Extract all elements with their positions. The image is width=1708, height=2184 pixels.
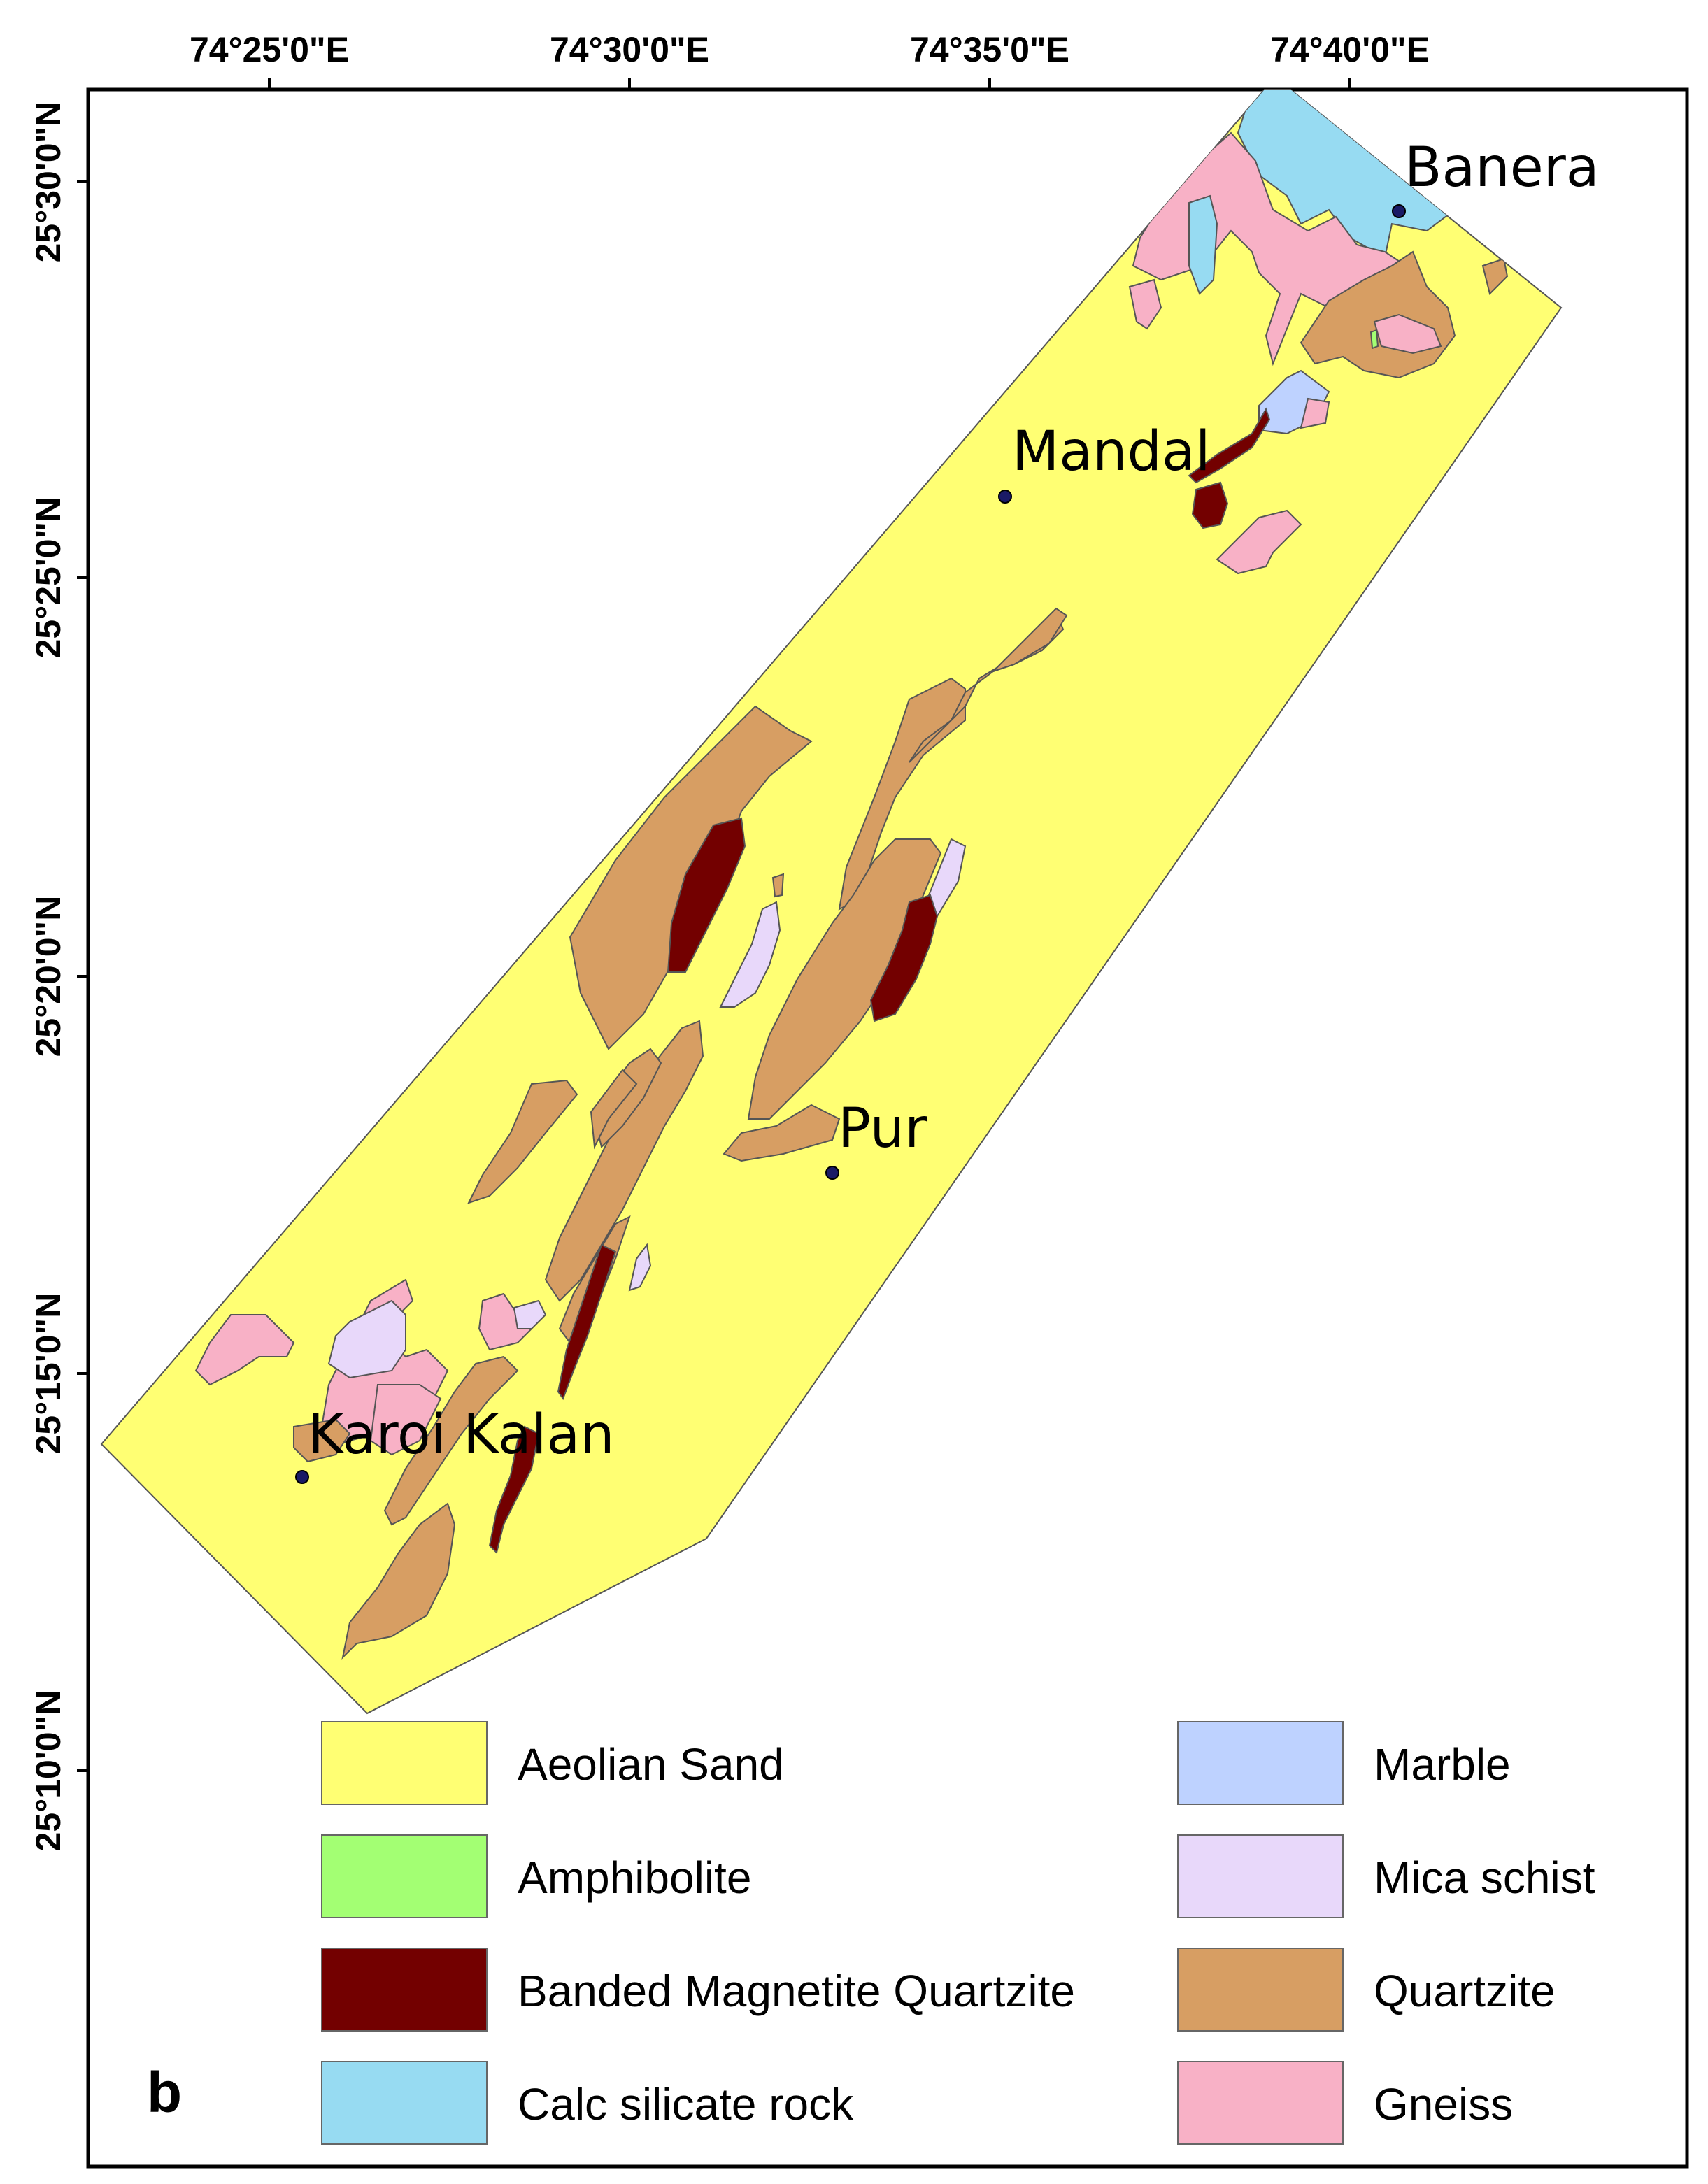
mica-schist-area xyxy=(513,1299,547,1329)
pur-dot xyxy=(825,1166,839,1180)
karoi-kalan-dot xyxy=(295,1470,309,1484)
quartzite-area xyxy=(1481,257,1509,295)
gneiss-area xyxy=(1373,313,1442,355)
mica-schist-area xyxy=(327,1299,406,1379)
bmq-area xyxy=(557,1243,617,1401)
latitude-label: 25°10'0"N xyxy=(29,1690,68,1852)
longitude-label: 74°25'0"E xyxy=(190,30,349,69)
place-label-karoi-kalan: Karoi Kalan xyxy=(308,1404,615,1466)
longitude-ticks xyxy=(268,78,1351,90)
longitude-label: 74°30'0"E xyxy=(550,30,709,69)
gneiss-area xyxy=(1128,278,1162,330)
legend-label: Banded Magnetite Quartzite xyxy=(518,1966,1075,2016)
place-label-pur: Pur xyxy=(838,1097,927,1160)
mandal-dot xyxy=(998,490,1012,504)
latitude-label: 25°20'0"N xyxy=(29,896,68,1057)
mica-schist-area xyxy=(719,901,781,1008)
gneiss-area xyxy=(1132,131,1407,366)
place-label-mandal: Mandal xyxy=(1012,420,1211,483)
quartzite-area xyxy=(341,1502,456,1660)
map-frame xyxy=(86,87,1689,2169)
banera-dot xyxy=(1392,204,1406,218)
panel-label: b xyxy=(147,2061,182,2125)
gneiss-area xyxy=(478,1292,533,1351)
quartzite-area xyxy=(383,1355,519,1526)
amphibolite-area xyxy=(1369,329,1379,350)
latitude-label: 25°30'0"N xyxy=(29,101,68,263)
gneiss-area xyxy=(1216,509,1302,575)
quartzite-area xyxy=(467,1079,578,1204)
latitude-ticks xyxy=(77,180,88,1772)
legend-label: Aeolian Sand xyxy=(518,1739,784,1790)
longitude-label: 74°35'0"E xyxy=(910,30,1069,69)
legend-label: Mica schist xyxy=(1374,1853,1595,1903)
legend-swatch xyxy=(321,1834,488,1918)
quartzite-area xyxy=(293,1418,351,1463)
legend-label: Gneiss xyxy=(1374,2079,1513,2129)
quartzite-area xyxy=(992,607,1068,672)
gneiss-area xyxy=(194,1314,295,1386)
legend: Aeolian Sand Amphibolite Banded Magnetit… xyxy=(321,1721,1595,2145)
latitude-label: 25°15'0"N xyxy=(29,1293,68,1455)
bmq-area xyxy=(869,894,939,1022)
legend-label: Marble xyxy=(1374,1739,1511,1790)
legend-swatch xyxy=(321,1721,488,1805)
bmq-area xyxy=(667,817,746,973)
quartzite-area xyxy=(747,838,942,1120)
mica-schist-area xyxy=(628,1243,652,1292)
bmq-area xyxy=(1188,407,1271,484)
legend-label: Quartzite xyxy=(1374,1966,1556,2016)
bmq-area xyxy=(488,1425,540,1554)
quartzite-area xyxy=(723,1104,841,1162)
gneiss-area xyxy=(1300,397,1330,429)
legend-swatch xyxy=(1177,2061,1344,2145)
legend-swatch xyxy=(1177,1948,1344,2032)
legend-swatch xyxy=(321,2061,488,2145)
legend-swatch xyxy=(321,1948,488,2032)
geology-strip: Banera Mandal Pur Karoi Kalan xyxy=(100,89,1600,1715)
legend-label: Calc silicate rock xyxy=(518,2079,854,2129)
calc-silicate-area xyxy=(1188,194,1218,295)
legend-label: Amphibolite xyxy=(518,1853,751,1903)
bmq-area xyxy=(1191,481,1229,529)
place-label-banera: Banera xyxy=(1404,136,1600,199)
legend-swatch xyxy=(1177,1721,1344,1805)
latitude-label: 25°25'0"N xyxy=(29,497,68,659)
quartzite-area xyxy=(590,1069,638,1150)
gneiss-area xyxy=(369,1384,442,1456)
quartzite-area xyxy=(771,873,785,898)
longitude-label: 74°40'0"E xyxy=(1270,30,1430,69)
legend-swatch xyxy=(1177,1834,1344,1918)
